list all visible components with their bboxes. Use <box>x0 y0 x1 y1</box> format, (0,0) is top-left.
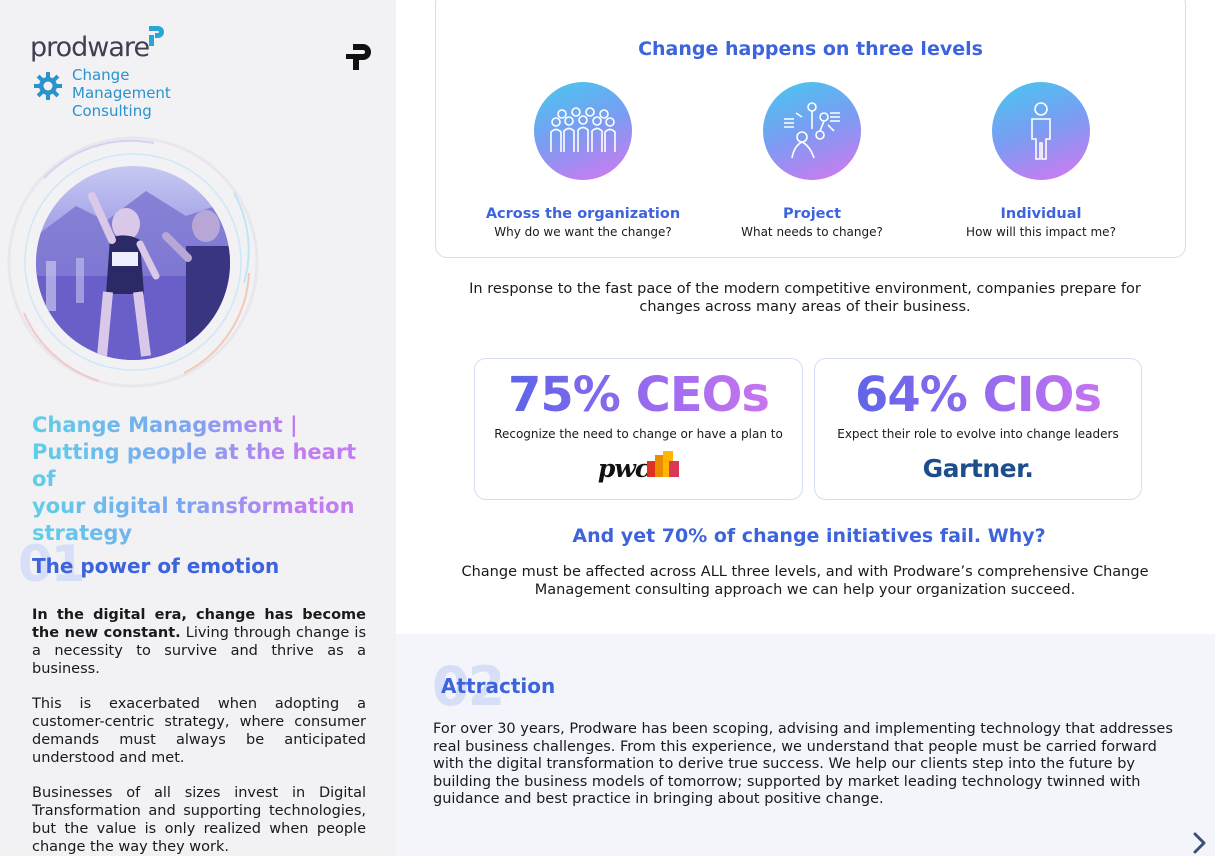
level-question-organization: Why do we want the change? <box>494 225 672 239</box>
level-title-individual: Individual <box>1000 206 1082 222</box>
section-1-lead: In the digital era, change has become th… <box>32 607 366 641</box>
gartner-wordmark: Gartner. <box>922 453 1034 483</box>
group-icon <box>534 82 632 180</box>
levels-title: Change happens on three levels <box>638 38 983 60</box>
stat-card-ceos: 75% CEOs Recognize the need to change or… <box>474 358 803 500</box>
level-question-individual: How will this impact me? <box>966 225 1116 239</box>
prodware-logo: prodware Change Management Consulting <box>30 24 230 120</box>
headline-line-2: Putting people at the heart of <box>32 440 357 491</box>
level-title-organization: Across the organization <box>485 206 681 222</box>
prodware-mark-icon <box>149 26 164 46</box>
headline-line-3: your digital transformation <box>32 494 355 518</box>
logo-wordmark: prodware <box>30 32 150 63</box>
stat-text-ceos: Recognize the need to change or have a p… <box>494 427 783 441</box>
fail-question: And yet 70% of change initiatives fail. … <box>572 525 1046 547</box>
pwc-logo: pwc <box>475 451 802 485</box>
level-project: Project What needs to change? <box>697 82 927 239</box>
section-2-background <box>396 634 1215 856</box>
section-2-number: 02 <box>432 655 505 718</box>
level-individual: Individual How will this impact me? <box>926 82 1156 239</box>
level-title-project: Project <box>782 206 842 222</box>
stat-value-ceos: 75% CEOs <box>475 365 802 425</box>
section-1-paragraph-2: This is exacerbated when adopting a cust… <box>32 696 366 766</box>
level-organization: Across the organization Why do we want t… <box>468 82 698 239</box>
pwc-mark-icon <box>647 451 680 477</box>
prodware-p-icon <box>346 44 371 70</box>
chevron-right-icon[interactable] <box>1192 832 1208 854</box>
section-1-number: 01 <box>18 535 86 593</box>
intro-text: In response to the fast pace of the mode… <box>469 281 1141 315</box>
stat-text-cios: Expect their role to evolve into change … <box>837 427 1119 441</box>
pwc-wordmark: pwc <box>597 453 650 483</box>
stat-value-cios: 64% CIOs <box>815 365 1141 425</box>
section-1-title: The power of emotion <box>32 554 280 578</box>
levels-card <box>435 0 1186 258</box>
headline: Change Management | Putting people at th… <box>32 412 362 547</box>
gartner-logo: Gartner. <box>815 451 1141 485</box>
section-2-title: Attraction <box>441 674 556 698</box>
stat-card-cios: 64% CIOs Expect their role to evolve int… <box>814 358 1142 500</box>
section-1-paragraph-1: In the digital era, change has become th… <box>32 606 366 678</box>
section-1-body: In the digital era, change has become th… <box>32 606 366 856</box>
section-1-lead-rest: Living through change is a necessity to … <box>32 625 367 677</box>
team-project-icon <box>763 82 861 180</box>
outro-text: Change must be affected across ALL three… <box>461 564 1149 598</box>
hero-image <box>4 133 262 391</box>
level-question-project: What needs to change? <box>741 225 883 239</box>
person-icon <box>992 82 1090 180</box>
left-panel <box>0 0 396 856</box>
logo-subtitle: Change Management Consulting <box>72 66 230 120</box>
section-1-paragraph-3: Businesses of all sizes invest in Digita… <box>32 785 366 855</box>
logo-subtitle-line1: Change Management <box>72 66 171 102</box>
headline-line-1: Change Management | <box>32 413 298 437</box>
section-2-body: For over 30 years, Prodware has been sco… <box>433 721 1173 808</box>
gear-icon <box>34 72 62 100</box>
logo-subtitle-line2: Consulting <box>72 102 152 120</box>
runner-photo <box>36 166 230 360</box>
hero-rings <box>7 136 259 388</box>
